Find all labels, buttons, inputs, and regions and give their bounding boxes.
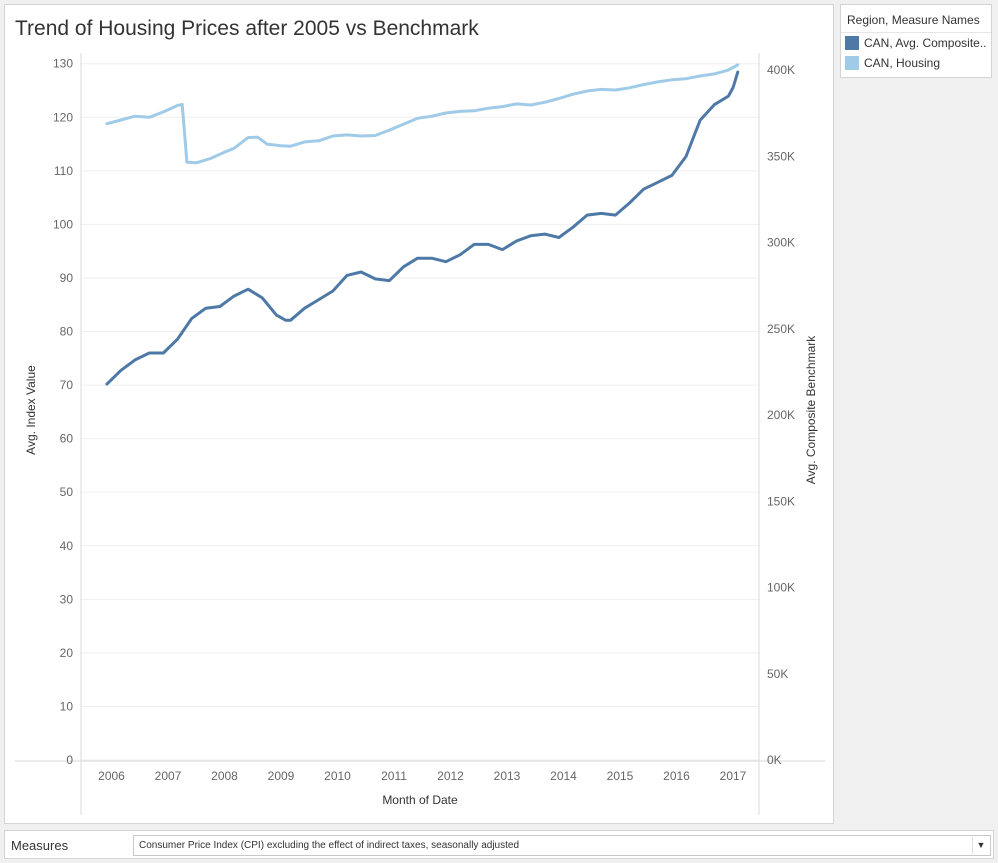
y2-tick-label: 300K: [767, 236, 795, 250]
y-tick-label: 70: [60, 378, 74, 392]
x-tick-label: 2009: [268, 769, 295, 783]
measures-dropdown[interactable]: Consumer Price Index (CPI) excluding the…: [133, 835, 991, 856]
y-tick-label: 130: [53, 57, 73, 71]
series-line-composite: [105, 70, 740, 386]
legend-title: Region, Measure Names: [841, 5, 991, 33]
y-tick-label: 30: [60, 592, 74, 606]
x-tick-label: 2015: [607, 769, 634, 783]
y-tick-label: 40: [60, 539, 74, 553]
y-tick-label: 10: [60, 699, 74, 713]
triangle-down-icon[interactable]: ▼: [972, 837, 989, 854]
y-tick-label: 110: [54, 164, 73, 178]
x-tick-label: 2012: [437, 769, 464, 783]
legend-swatch-housing: [845, 56, 859, 70]
chart-panel: Trend of Housing Prices after 2005 vs Be…: [4, 4, 834, 824]
legend-panel: Region, Measure Names CAN, Avg. Composit…: [840, 4, 992, 78]
x-tick-label: 2013: [494, 769, 521, 783]
series-line-housing: [105, 63, 740, 165]
line-chart: 0 10 20 30 40 50 60 70 80 90 100 110 120 130 0K 50K 100K…: [15, 53, 825, 815]
legend-item-composite[interactable]: CAN, Avg. Composite..: [841, 33, 991, 53]
x-tick-label: 2007: [155, 769, 182, 783]
x-tick-label: 2006: [98, 769, 125, 783]
y2-tick-label: 250K: [767, 322, 795, 336]
chart-title: Trend of Housing Prices after 2005 vs Be…: [15, 17, 479, 40]
x-axis-title: Month of Date: [382, 793, 458, 807]
y2-tick-label: 350K: [767, 149, 795, 163]
measures-filter: Measures Consumer Price Index (CPI) excl…: [4, 830, 994, 859]
y-tick-label: 80: [60, 325, 74, 339]
y2-tick-label: 200K: [767, 408, 795, 422]
y2-tick-label: 100K: [767, 581, 795, 595]
y-tick-label: 100: [53, 217, 73, 231]
y-tick-label: 20: [60, 646, 74, 660]
x-tick-label: 2014: [550, 769, 577, 783]
measures-selected-value: Consumer Price Index (CPI) excluding the…: [139, 840, 520, 851]
legend-item-housing[interactable]: CAN, Housing: [841, 53, 991, 73]
x-tick-label: 2011: [381, 769, 407, 783]
legend-label-composite: CAN, Avg. Composite..: [864, 36, 987, 50]
x-tick-label: 2010: [324, 769, 351, 783]
y-tick-label: 90: [60, 271, 74, 285]
y2-tick-label: 50K: [767, 667, 788, 681]
y-tick-label: 120: [53, 110, 73, 124]
y-tick-label: 50: [60, 485, 74, 499]
legend-swatch-composite: [845, 36, 859, 50]
legend-label-housing: CAN, Housing: [864, 56, 941, 70]
x-tick-label: 2016: [663, 769, 690, 783]
x-tick-label: 2017: [720, 769, 747, 783]
measures-label: Measures: [11, 838, 69, 853]
y2-tick-label: 150K: [767, 494, 795, 508]
y2-axis-title: Avg. Composite Benchmark: [804, 335, 818, 485]
y-axis-title: Avg. Index Value: [24, 365, 38, 455]
y2-tick-label: 0K: [767, 753, 782, 767]
x-tick-label: 2008: [211, 769, 238, 783]
y2-tick-label: 400K: [767, 63, 795, 77]
y-tick-label: 60: [60, 432, 74, 446]
y-tick-label: 0: [66, 753, 73, 767]
